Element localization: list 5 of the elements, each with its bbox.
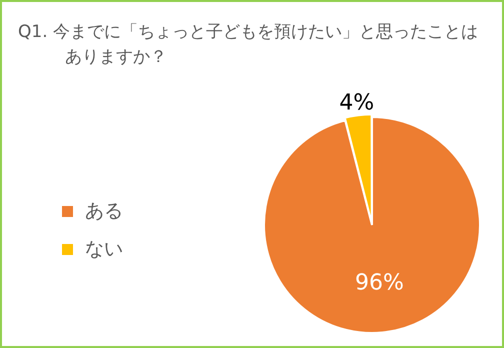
chart-title: Q1. 今までに「ちょっと子どもを預けたい」と思ったことはありますか？ (18, 21, 480, 69)
legend-label: ある (85, 199, 123, 224)
legend-label: ない (85, 237, 123, 262)
data-label: 96% (354, 270, 404, 296)
data-label: 4% (339, 90, 374, 116)
